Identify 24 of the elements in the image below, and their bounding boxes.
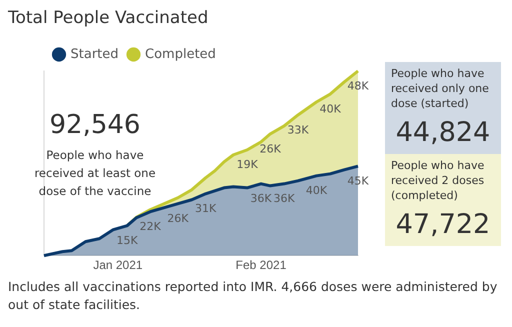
x-tick-label: Feb 2021 (236, 258, 287, 272)
annotation: 92,546 (48, 110, 142, 140)
data-label: 19K (236, 158, 259, 172)
text: People who have received only one dose (started) (391, 66, 490, 111)
data-label: 40K (306, 184, 328, 198)
text: People who have received 2 doses (completed) (391, 158, 486, 203)
data-label: 33K (287, 123, 310, 136)
x-tick-label: Jan 2021 (93, 258, 143, 272)
data-label: 36K (250, 192, 272, 206)
data-label: 36K (274, 192, 296, 206)
legend-label: Completed (145, 46, 216, 62)
text: Includes all vaccinations reported into IMR. 4,666 doses were administered by out of state facilities. (8, 278, 498, 314)
text: 44,824 (394, 116, 492, 150)
data-label: 40K (320, 102, 342, 116)
data-label: 26K (260, 142, 282, 156)
annotation: People who have received at least one dose of the vaccine (33, 147, 157, 200)
data-label: 48K (347, 79, 370, 92)
data-label: 15K (116, 234, 139, 248)
data-label: 31K (195, 202, 218, 216)
text: 47,722 (394, 208, 492, 242)
chart-title: Total People Vaccinated (8, 8, 208, 28)
data-label: 26K (167, 212, 190, 226)
legend-label: Started (70, 46, 119, 62)
data-label: 22K (140, 220, 162, 234)
